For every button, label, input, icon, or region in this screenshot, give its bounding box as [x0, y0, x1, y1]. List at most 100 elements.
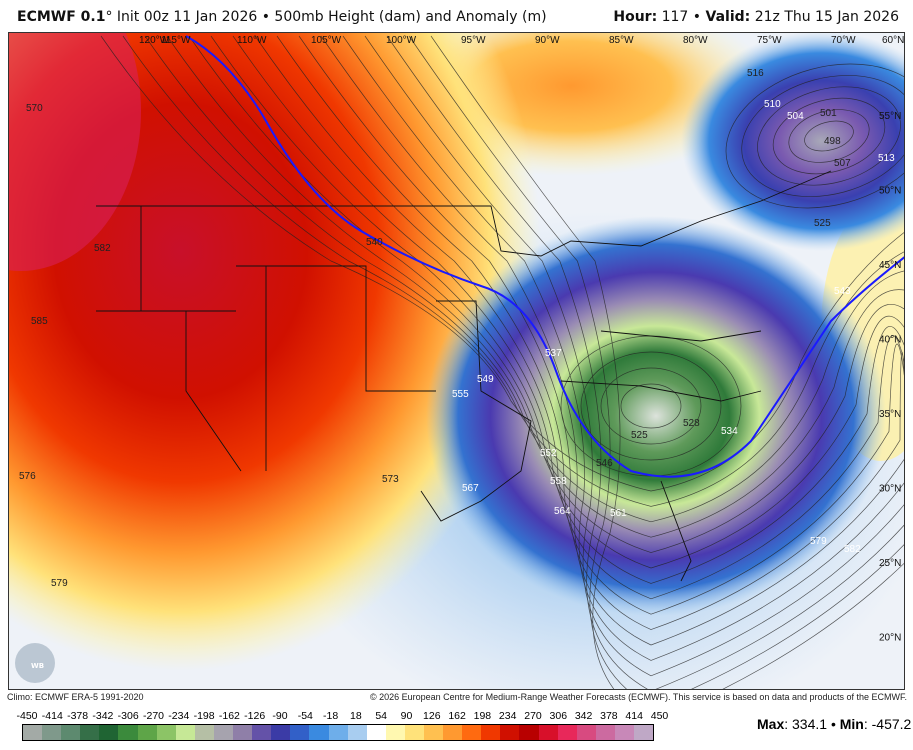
longitude-label: 120°W	[139, 35, 170, 46]
colorbar-swatch	[481, 725, 501, 740]
colorbar-ticks: -450 -414 -378 -342 -306 -270 -234 -198 -162 -126…	[12, 710, 668, 722]
contour-label: 510	[764, 99, 781, 110]
contour-label: 561	[610, 508, 627, 519]
contour-label: 570	[26, 103, 43, 114]
contour-label: 555	[452, 389, 469, 400]
longitude-label: 80°W	[683, 35, 708, 46]
colorbar-tick: -450	[16, 710, 38, 722]
height-contour	[320, 35, 904, 646]
longitude-label: 70°W	[831, 35, 856, 46]
height-contour	[620, 383, 682, 429]
longitude-label: 75°W	[757, 35, 782, 46]
height-contour	[580, 351, 722, 461]
colorbar-tick: 378	[600, 710, 618, 722]
colorbar-swatch	[271, 725, 291, 740]
colorbar-swatch	[595, 725, 615, 740]
height-contour	[144, 35, 904, 523]
colorbar-swatch	[614, 725, 634, 740]
longitude-label: 100°W	[386, 35, 417, 46]
colorbar-tick: 306	[549, 710, 568, 722]
colorbar-swatch	[42, 725, 62, 740]
height-contour	[298, 35, 904, 630]
colorbar-tick: 162	[448, 710, 466, 722]
anomaly-field: 570 582 585 576 579 540 537 549 555 573 567 552 546 5…	[9, 33, 904, 689]
colorbar-tick: -198	[193, 710, 215, 722]
height-contour	[725, 63, 904, 209]
height-contour	[100, 35, 904, 492]
colorbar-swatch	[99, 725, 119, 740]
colorbar-swatch	[233, 725, 253, 740]
colorbar-swatch	[576, 725, 596, 740]
contour-label: 558	[550, 476, 567, 487]
longitude-label: 90°W	[535, 35, 560, 46]
colorbar-tick: -18	[323, 710, 339, 722]
longitude-label: 115°W	[161, 35, 191, 46]
contour-label: 504	[787, 111, 804, 122]
weather-map[interactable]: 570 582 585 576 579 540 537 549 555 573 567 552 546 5…	[8, 32, 905, 690]
contour-label: 528	[683, 418, 700, 429]
contour-label: 582	[94, 243, 111, 254]
colorbar-tick: -342	[92, 710, 114, 722]
latitude-labels: 55°N 50°N 45°N 40°N 35°N 30°N 25°N 20°N	[879, 111, 901, 644]
contour-label: 576	[19, 471, 36, 482]
max-min: Max: 334.1 • Min: -457.2	[757, 716, 912, 732]
highlight-contour	[185, 35, 904, 478]
height-contour	[788, 109, 870, 163]
longitude-label: 60°N	[882, 35, 904, 46]
valid-time: Hour: 117 • Valid: 21z Thu 15 Jan 2026	[613, 9, 899, 25]
colorbar	[22, 724, 654, 741]
longitude-label: 110°W	[237, 35, 267, 46]
contour-label: 552	[540, 448, 557, 459]
colorbar-swatch	[290, 725, 310, 740]
contour-label: 585	[31, 316, 48, 327]
colorbar-tick: -234	[168, 710, 190, 722]
height-contours	[100, 35, 904, 689]
height-contour	[166, 35, 904, 538]
map-title: ECMWF 0.1° Init 00z 11 Jan 2026 • 500mb …	[17, 9, 547, 25]
colorbar-tick: -378	[67, 710, 89, 722]
contour-label: 579	[810, 536, 827, 547]
colorbar-swatch	[385, 725, 405, 740]
contour-label: 537	[545, 348, 562, 359]
colorbar-swatch	[156, 725, 176, 740]
colorbar-swatch	[252, 725, 272, 740]
colorbar-tick: -270	[142, 710, 165, 722]
contour-labels: 570 582 585 576 579 540 537 549 555 573 567 552 546 5…	[19, 68, 895, 589]
contour-label: 534	[721, 426, 738, 437]
latitude-label: 50°N	[879, 186, 901, 197]
longitude-label: 105°W	[311, 35, 342, 46]
contour-label: 549	[477, 374, 494, 385]
contour-label: 513	[878, 153, 895, 164]
contour-label: 582	[844, 544, 861, 555]
contour-label: 564	[554, 506, 571, 517]
height-contour	[232, 35, 904, 584]
colorbar-tick: 342	[574, 710, 593, 722]
colorbar-tick: 90	[400, 710, 413, 722]
latitude-label: 45°N	[879, 260, 901, 271]
colorbar-swatch	[137, 725, 157, 740]
colorbar-swatch	[194, 725, 214, 740]
colorbar-tick: 414	[625, 710, 643, 722]
height-contour	[600, 367, 702, 445]
svg-text:WB: WB	[31, 662, 44, 670]
height-contour	[364, 35, 904, 677]
height-contour	[386, 35, 904, 689]
colorbar-tick: 450	[650, 710, 669, 722]
colorbar-tick: -126	[244, 710, 266, 722]
contour-label: 579	[51, 578, 68, 589]
colorbar-swatch	[404, 725, 424, 740]
colorbar-tick: -90	[272, 710, 288, 722]
colorbar-swatch	[213, 725, 234, 740]
colorbar-tick: 270	[524, 710, 542, 722]
colorbar-tick: 234	[498, 710, 517, 722]
colorbar-swatch	[309, 725, 329, 740]
colorbar-tick: 198	[473, 710, 492, 722]
colorbar-swatch	[347, 725, 367, 740]
contour-label: 573	[382, 474, 399, 485]
latitude-label: 40°N	[879, 335, 901, 346]
colorbar-swatch	[634, 725, 654, 740]
borders	[96, 170, 832, 582]
colorbar-tick: 126	[423, 710, 441, 722]
contour-label: 543	[834, 286, 851, 297]
